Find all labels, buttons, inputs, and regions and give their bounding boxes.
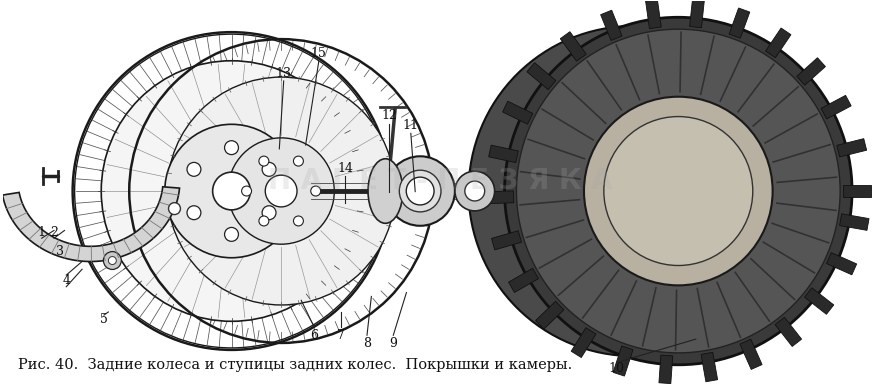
Bar <box>690 0 705 28</box>
Circle shape <box>464 181 485 201</box>
Bar <box>488 145 518 163</box>
Ellipse shape <box>167 77 395 305</box>
Bar <box>766 28 791 58</box>
Bar <box>527 63 556 90</box>
Text: 10: 10 <box>609 362 625 375</box>
Ellipse shape <box>525 82 743 300</box>
Bar <box>840 214 869 230</box>
Text: 15: 15 <box>311 47 327 60</box>
Circle shape <box>293 216 304 226</box>
Ellipse shape <box>228 138 335 244</box>
Bar <box>821 95 851 119</box>
Bar <box>659 355 673 384</box>
Text: 7: 7 <box>336 329 344 342</box>
Text: 2: 2 <box>50 226 58 239</box>
Bar <box>804 288 834 314</box>
Bar <box>729 8 750 38</box>
Text: 3: 3 <box>57 245 64 258</box>
Bar <box>571 328 596 357</box>
Bar <box>796 58 826 85</box>
Text: 14: 14 <box>337 162 353 175</box>
Circle shape <box>259 216 268 226</box>
Bar <box>826 253 857 275</box>
Circle shape <box>259 156 268 166</box>
Bar <box>502 101 532 124</box>
Text: 1: 1 <box>38 226 46 239</box>
Circle shape <box>311 186 321 196</box>
Bar <box>492 231 522 250</box>
Bar <box>561 32 586 61</box>
Bar <box>701 352 718 382</box>
Circle shape <box>262 162 276 176</box>
Bar <box>486 191 514 204</box>
Ellipse shape <box>213 172 251 210</box>
Ellipse shape <box>368 159 403 223</box>
Circle shape <box>187 162 201 176</box>
Bar <box>536 301 564 329</box>
Bar <box>509 268 539 292</box>
Polygon shape <box>3 187 179 262</box>
Text: 6: 6 <box>311 329 319 342</box>
Text: 8: 8 <box>363 337 371 350</box>
Bar <box>740 339 762 369</box>
Text: Рис. 40.  Задние колеса и ступицы задних колес.  Покрышки и камеры.: Рис. 40. Задние колеса и ступицы задних … <box>18 358 572 372</box>
Bar <box>600 10 623 40</box>
Text: 12: 12 <box>381 109 396 122</box>
Bar <box>843 185 871 197</box>
Text: 4: 4 <box>63 274 71 287</box>
Bar <box>613 346 633 376</box>
Circle shape <box>265 175 297 207</box>
Ellipse shape <box>385 156 455 226</box>
Bar <box>775 317 802 346</box>
Circle shape <box>224 228 238 241</box>
Circle shape <box>103 251 121 269</box>
Circle shape <box>406 177 434 205</box>
Ellipse shape <box>102 61 362 321</box>
Circle shape <box>187 206 201 220</box>
Ellipse shape <box>517 29 840 353</box>
Ellipse shape <box>584 97 773 285</box>
Text: 13: 13 <box>275 67 291 80</box>
Text: П А Г Е Т - П Е З Я К А: П А Г Е Т - П Е З Я К А <box>268 167 613 195</box>
Circle shape <box>169 203 180 215</box>
Ellipse shape <box>604 117 753 265</box>
Circle shape <box>109 256 117 264</box>
Text: 5: 5 <box>100 313 108 326</box>
Circle shape <box>455 171 494 211</box>
Ellipse shape <box>469 26 799 356</box>
Text: 9: 9 <box>389 337 397 350</box>
Ellipse shape <box>165 124 298 258</box>
Bar <box>645 0 661 29</box>
Circle shape <box>242 186 252 196</box>
Text: 11: 11 <box>403 119 419 132</box>
Ellipse shape <box>504 17 852 365</box>
Circle shape <box>262 206 276 220</box>
Circle shape <box>293 156 304 166</box>
Circle shape <box>224 141 238 154</box>
Ellipse shape <box>399 170 441 212</box>
Bar <box>837 139 866 157</box>
